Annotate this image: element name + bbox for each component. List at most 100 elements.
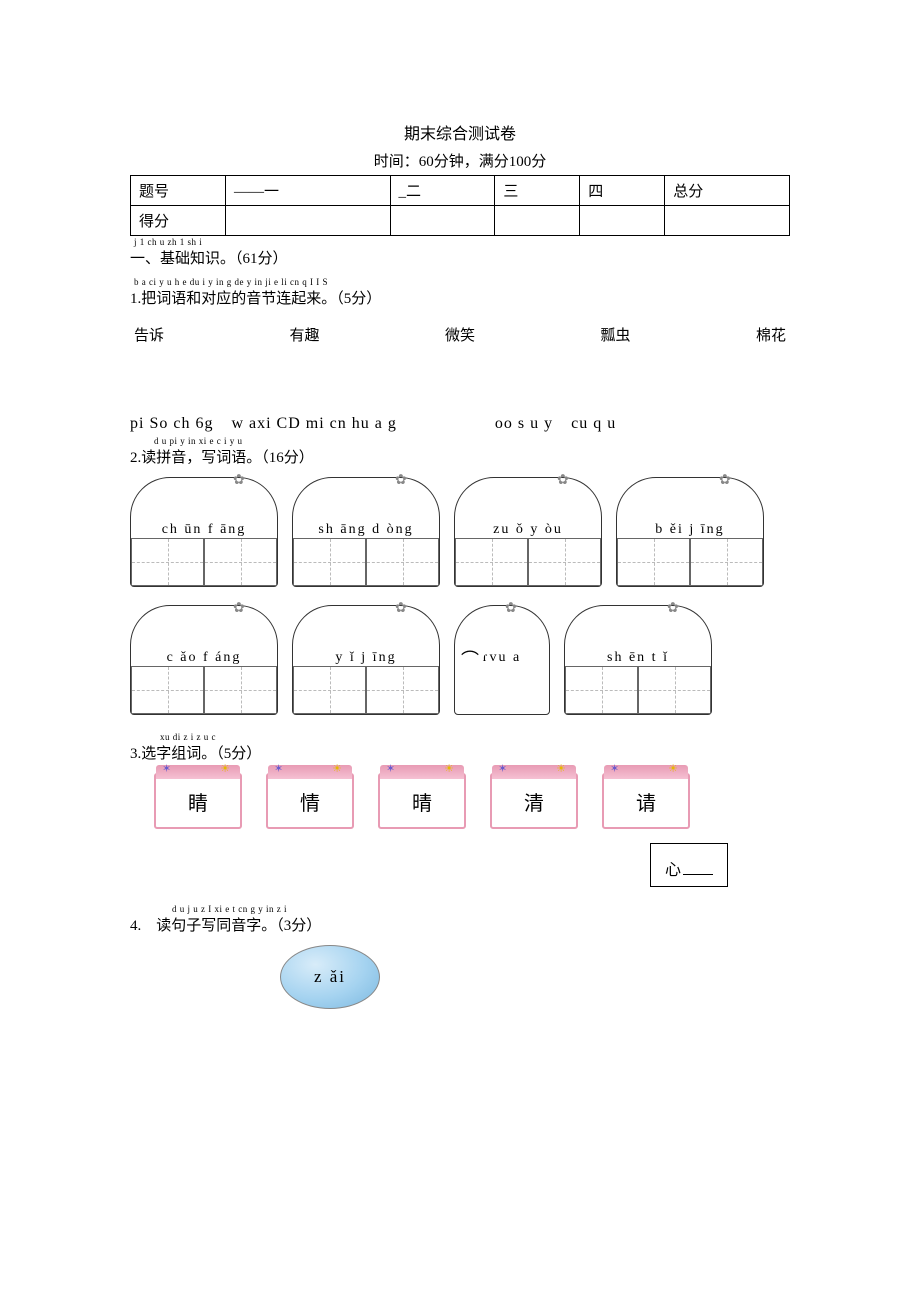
writing-cell[interactable] xyxy=(293,666,366,714)
char-option-card[interactable]: ✶☀情 xyxy=(266,773,354,829)
pinyin-answer-row: pi So ch 6g w axi CD mi cn hu a g oo s u… xyxy=(130,415,790,433)
writing-grid[interactable] xyxy=(293,666,439,714)
deco-icon: ☀ xyxy=(332,762,342,775)
writing-cell[interactable] xyxy=(617,538,690,586)
pinyin-oval: z ǎi xyxy=(280,945,380,1009)
writing-cell[interactable] xyxy=(565,666,638,714)
pinyin-card-row: c ǎo f áng y ǐ j īngɾvu a⌒ sh ēn t ǐ xyxy=(130,605,790,715)
pinyin-item: pi So ch 6g xyxy=(130,415,213,433)
writing-grid[interactable] xyxy=(565,666,711,714)
header-cell: _二 xyxy=(390,176,495,206)
pinyin-label: c ǎo f áng xyxy=(131,650,277,666)
writing-cell[interactable] xyxy=(131,666,204,714)
pinyin-label: sh ēn t ǐ xyxy=(565,650,711,666)
pinyin-card[interactable]: ɾvu a⌒ xyxy=(454,605,550,715)
word-item: 棉花 xyxy=(756,324,786,345)
writing-grid[interactable] xyxy=(131,538,277,586)
flower-icon xyxy=(667,600,681,614)
fill-label: 心 xyxy=(665,862,681,879)
word-item: 告诉 xyxy=(134,324,164,345)
pinyin-label: sh āng d òng xyxy=(293,522,439,538)
word-item: 微笑 xyxy=(445,324,475,345)
header-cell: 总分 xyxy=(665,176,790,206)
char-option-card[interactable]: ✶☀清 xyxy=(490,773,578,829)
writing-grid[interactable] xyxy=(131,666,277,714)
writing-cell[interactable] xyxy=(293,538,366,586)
blank-line[interactable] xyxy=(683,874,713,875)
pinyin-card-row: ch ūn f āng sh āng d òng zu ǒ y òu b ěi j ī… xyxy=(130,477,790,587)
pinyin-label: b ěi j īng xyxy=(617,522,763,538)
char-option-card[interactable]: ✶☀晴 xyxy=(378,773,466,829)
deco-icon: ✶ xyxy=(162,762,171,775)
blank-cell[interactable] xyxy=(390,206,495,236)
blank-cell[interactable] xyxy=(226,206,391,236)
char-label: 清 xyxy=(524,787,544,816)
writing-grid[interactable] xyxy=(455,538,601,586)
blank-cell[interactable] xyxy=(665,206,790,236)
fill-blank-box[interactable]: 心 xyxy=(650,843,728,887)
ruby-annotation: b a ci y u h e du i y in g de y in ji e … xyxy=(134,278,790,287)
flower-icon xyxy=(233,472,247,486)
pinyin-card[interactable]: y ǐ j īng xyxy=(292,605,440,715)
pinyin-label: zu ǒ y òu xyxy=(455,522,601,538)
section-heading: 一、基础知识。（61分） xyxy=(130,247,790,268)
pinyin-card[interactable]: ch ūn f āng xyxy=(130,477,278,587)
word-item: 有趣 xyxy=(289,324,319,345)
page-subtitle: 时间：60分钟，满分100分 xyxy=(130,150,790,171)
flower-icon xyxy=(233,600,247,614)
header-cell: 四 xyxy=(580,176,665,206)
header-cell: 题号 xyxy=(131,176,226,206)
pinyin-card[interactable]: sh āng d òng xyxy=(292,477,440,587)
pinyin-card[interactable]: sh ēn t ǐ xyxy=(564,605,712,715)
pinyin-card[interactable]: b ěi j īng xyxy=(616,477,764,587)
deco-icon: ✶ xyxy=(274,762,283,775)
pinyin-item: oo s u y xyxy=(495,415,553,433)
deco-icon: ✶ xyxy=(498,762,507,775)
char-card-row: ✶☀睛 ✶☀情 ✶☀晴 ✶☀清 ✶☀请 xyxy=(154,773,790,829)
char-label: 情 xyxy=(300,787,320,816)
writing-grid[interactable] xyxy=(617,538,763,586)
writing-cell[interactable] xyxy=(528,538,601,586)
pinyin-item: w axi CD mi cn hu a g xyxy=(231,415,396,433)
pinyin-label: ch ūn f āng xyxy=(131,522,277,538)
pinyin-card[interactable]: c ǎo f áng xyxy=(130,605,278,715)
ruby-annotation: d u j u z I xi e t cn g y in z i xyxy=(172,905,790,914)
ruby-annotation: d u pi y in xi e c i y u xyxy=(154,437,790,446)
score-table: 题号 ——一 _二 三 四 总分 得分 xyxy=(130,175,790,236)
writing-cell[interactable] xyxy=(638,666,711,714)
blank-cell[interactable] xyxy=(580,206,665,236)
question-text: 1.把词语和对应的音节连起来。（5分） xyxy=(130,287,790,308)
flower-icon xyxy=(395,472,409,486)
table-row: 得分 xyxy=(131,206,790,236)
char-option-card[interactable]: ✶☀睛 xyxy=(154,773,242,829)
row-label-cell: 得分 xyxy=(131,206,226,236)
blank-cell[interactable] xyxy=(495,206,580,236)
ruby-annotation: xu di z i z u c xyxy=(160,733,790,742)
writing-cell[interactable] xyxy=(204,538,277,586)
deco-icon: ☀ xyxy=(556,762,566,775)
flower-icon xyxy=(505,600,519,614)
deco-icon: ☀ xyxy=(444,762,454,775)
pinyin-item: cu q u xyxy=(571,415,616,433)
flower-icon xyxy=(395,600,409,614)
char-label: 晴 xyxy=(412,787,432,816)
writing-cell[interactable] xyxy=(455,538,528,586)
deco-icon: ☀ xyxy=(668,762,678,775)
char-label: 请 xyxy=(636,787,656,816)
writing-grid[interactable] xyxy=(293,538,439,586)
char-label: 睛 xyxy=(188,787,208,816)
writing-cell[interactable] xyxy=(366,666,439,714)
flower-icon xyxy=(719,472,733,486)
writing-cell[interactable] xyxy=(690,538,763,586)
header-cell: 三 xyxy=(495,176,580,206)
pinyin-card[interactable]: zu ǒ y òu xyxy=(454,477,602,587)
writing-cell[interactable] xyxy=(204,666,277,714)
char-option-card[interactable]: ✶☀请 xyxy=(602,773,690,829)
writing-cell[interactable] xyxy=(131,538,204,586)
page-title: 期末综合测试卷 xyxy=(130,120,790,144)
deco-icon: ☀ xyxy=(220,762,230,775)
question-text: 2.读拼音，写词语。（16分） xyxy=(130,446,790,467)
writing-cell[interactable] xyxy=(366,538,439,586)
header-cell: ——一 xyxy=(226,176,391,206)
ruby-annotation: j 1 ch u zh 1 sh i xyxy=(134,238,790,247)
